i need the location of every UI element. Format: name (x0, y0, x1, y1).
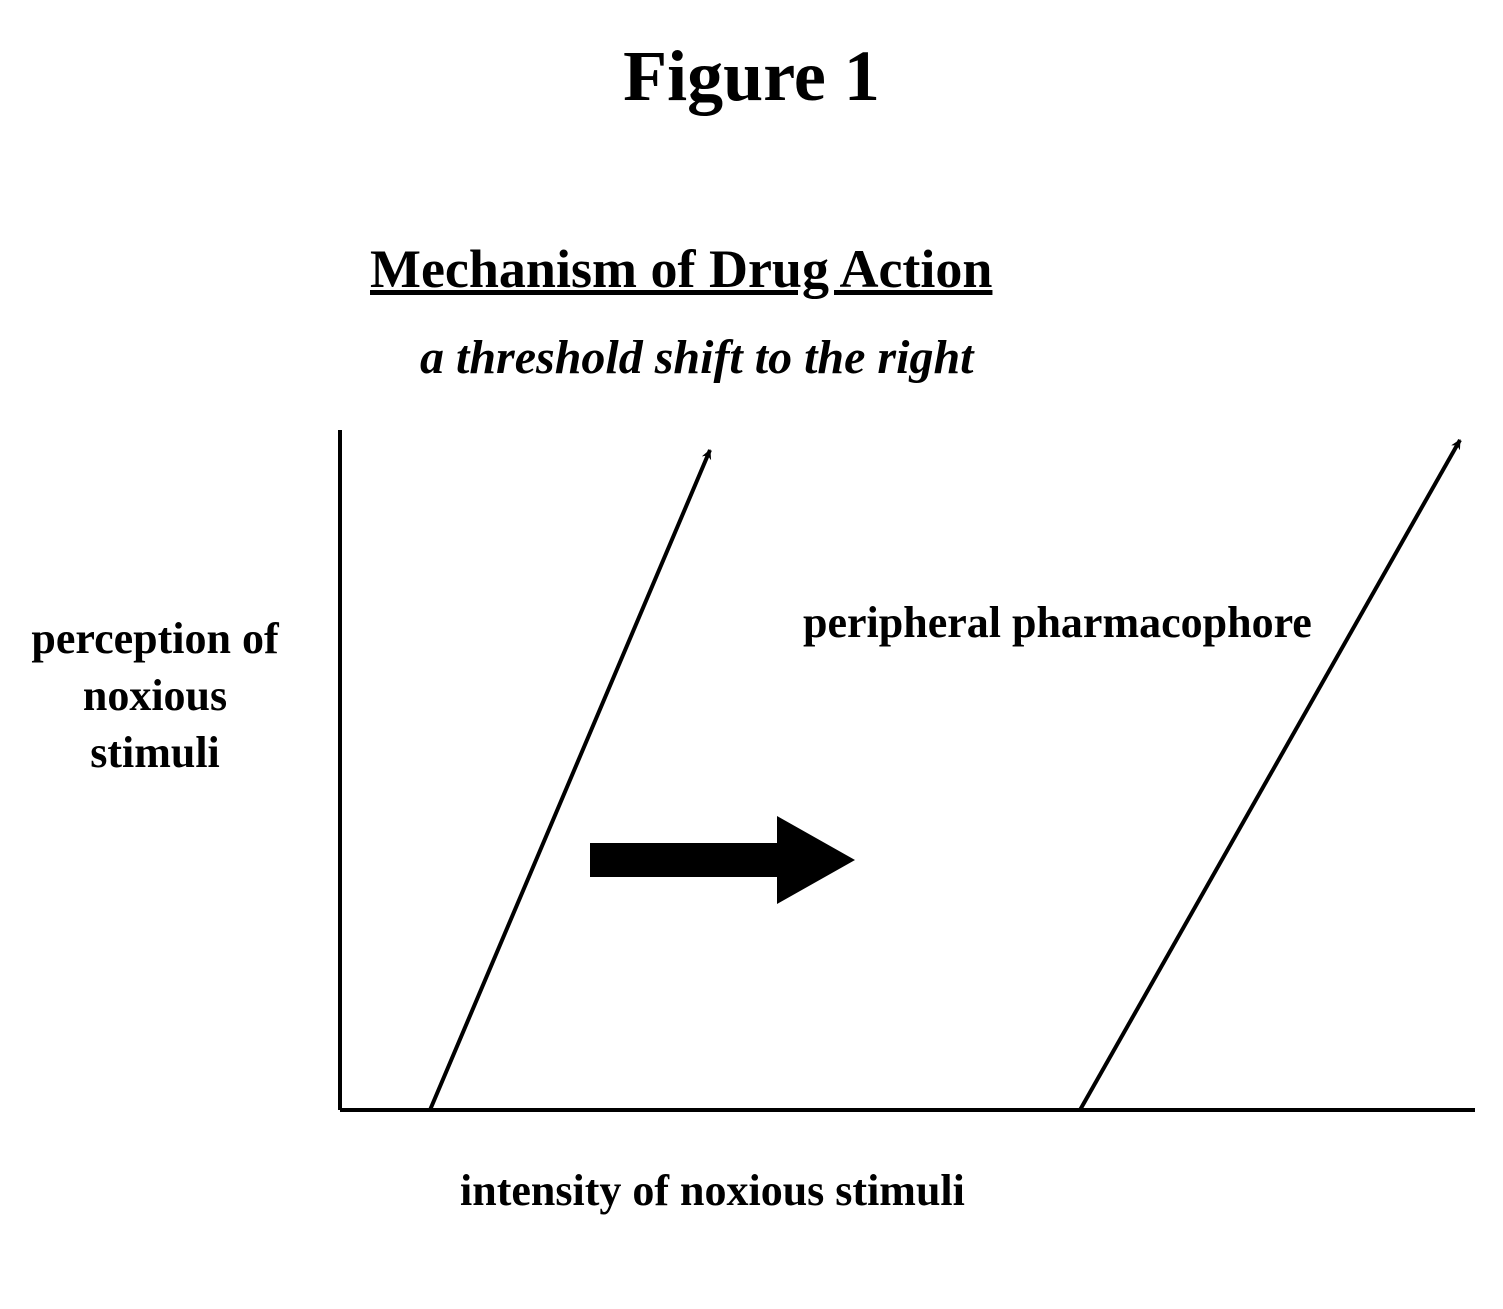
line-shifted (1080, 440, 1460, 1110)
chart-svg (300, 430, 1480, 1120)
chart-subtitle: a threshold shift to the right (420, 330, 973, 385)
y-axis-label: perception of noxious stimuli (30, 610, 280, 782)
figure-title: Figure 1 (623, 35, 880, 118)
shift-arrow-icon (590, 816, 855, 904)
chart-title: Mechanism of Drug Action (370, 238, 992, 300)
x-axis-label: intensity of noxious stimuli (460, 1165, 965, 1216)
line-baseline (430, 450, 710, 1110)
